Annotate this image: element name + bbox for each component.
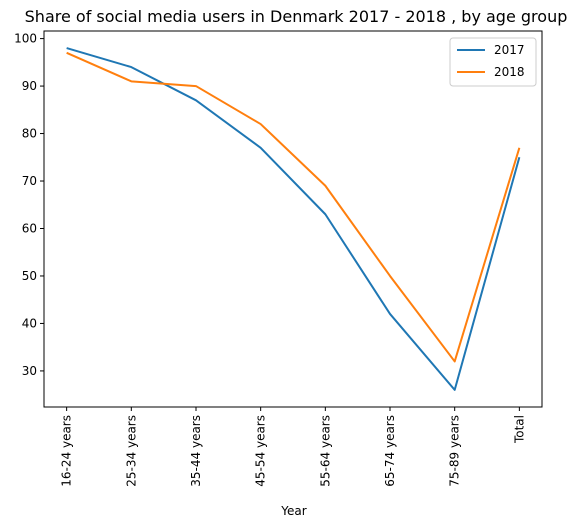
x-tick-label: 16-24 years xyxy=(60,415,74,487)
x-tick-label: 65-74 years xyxy=(383,415,397,487)
x-tick-label: 25-34 years xyxy=(124,415,138,487)
y-tick-label: 50 xyxy=(22,269,37,283)
y-tick-label: 40 xyxy=(22,316,37,330)
chart-title: Share of social media users in Denmark 2… xyxy=(25,7,568,26)
y-tick-label: 70 xyxy=(22,174,37,188)
y-tick-label: 90 xyxy=(22,79,37,93)
x-tick-label: 35-44 years xyxy=(189,415,203,487)
y-tick-label: 60 xyxy=(22,221,37,235)
x-tick-label: 55-64 years xyxy=(318,415,332,487)
x-axis-label: Year xyxy=(280,504,306,518)
y-tick-label: 100 xyxy=(14,32,37,46)
y-tick-label: 80 xyxy=(22,127,37,141)
x-tick-label: Total xyxy=(512,415,526,444)
legend-label-2017: 2017 xyxy=(494,43,525,57)
legend: 2017 2018 xyxy=(450,38,536,86)
legend-label-2018: 2018 xyxy=(494,65,525,79)
y-tick-label: 30 xyxy=(22,364,37,378)
x-tick-label: 75-89 years xyxy=(448,415,462,487)
x-tick-label: 45-54 years xyxy=(254,415,268,487)
